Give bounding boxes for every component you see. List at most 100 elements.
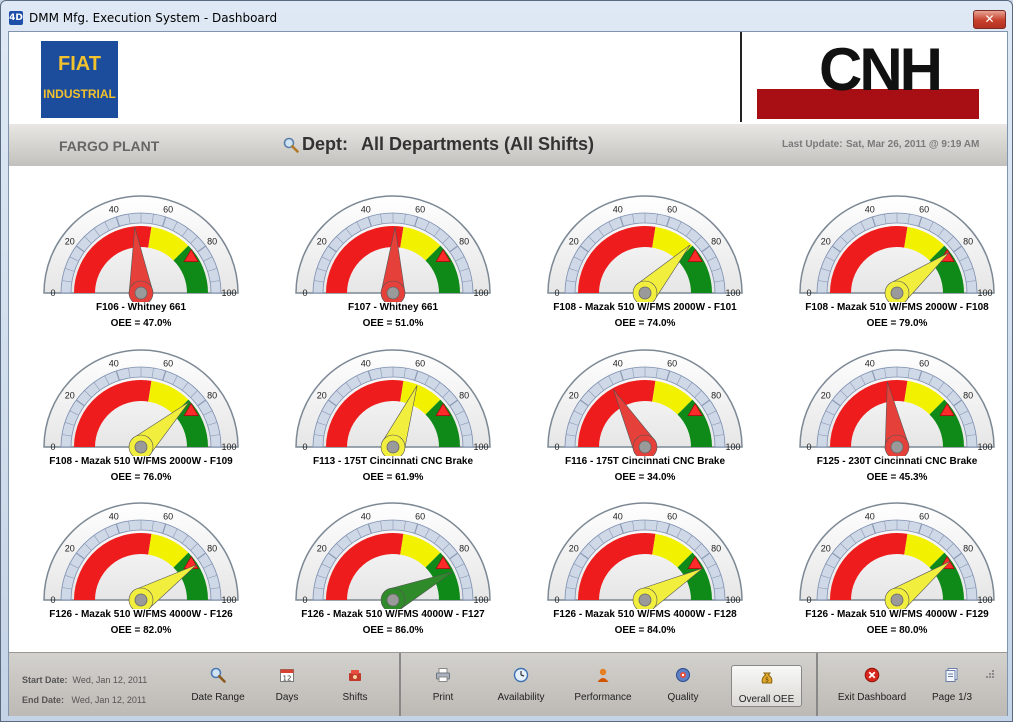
oee-gauge[interactable]: 0 20 40 60 80 100 F116 - 175T Cincinnati CNC B… bbox=[535, 344, 755, 494]
gauge-tick bbox=[203, 563, 213, 569]
gauge-tick bbox=[197, 399, 207, 407]
gauge-tick-label: 40 bbox=[865, 511, 875, 521]
gauge-tick bbox=[84, 390, 92, 398]
gauge-tick bbox=[61, 587, 72, 590]
needle-pin bbox=[638, 440, 652, 454]
gauge-tick-label: 20 bbox=[317, 236, 327, 246]
target-marker-icon bbox=[939, 402, 955, 416]
printer-icon bbox=[436, 668, 450, 682]
gauge-tick bbox=[928, 221, 934, 231]
gauge-machine-name: F106 - Whitney 661 bbox=[95, 302, 187, 313]
target-marker-icon bbox=[687, 555, 703, 569]
target-marker-icon bbox=[435, 248, 451, 262]
gauge-tick bbox=[61, 280, 72, 283]
gauge-tick-label: 60 bbox=[415, 204, 425, 214]
oee-gauge[interactable]: 0 20 40 60 80 100 F126 - Mazak 510 W/FMS 4000W… bbox=[787, 497, 1007, 647]
green-band bbox=[929, 552, 964, 600]
gauge-tick-label: 80 bbox=[459, 390, 469, 400]
red-band bbox=[326, 226, 404, 293]
gauge-tick-label: 20 bbox=[65, 543, 75, 553]
red-band bbox=[74, 533, 152, 600]
gauge-dial: 0 20 40 60 80 100 bbox=[295, 502, 491, 609]
oee-gauge[interactable]: 0 20 40 60 80 100 F108 - Mazak 510 W/FMS 2000W… bbox=[535, 190, 755, 340]
gauge-tick bbox=[455, 563, 465, 569]
green-band bbox=[929, 245, 964, 293]
title-bar[interactable]: 4D DMM Mfg. Execution System - Dashboard… bbox=[1, 1, 1012, 31]
oee-gauge[interactable]: 0 20 40 60 80 100 F126 - Mazak 510 W/FMS 4000W… bbox=[31, 497, 251, 647]
gauge-tick bbox=[694, 236, 702, 244]
red-band bbox=[578, 380, 656, 447]
shifts-icon bbox=[349, 670, 361, 681]
oee-gauge[interactable]: 0 20 40 60 80 100 F126 - Mazak 510 W/FMS 4000W… bbox=[535, 497, 755, 647]
gauge-tick bbox=[579, 399, 589, 407]
exit-dashboard-button[interactable]: Exit Dashboard bbox=[833, 667, 911, 709]
target-marker-icon bbox=[183, 402, 199, 416]
oee-gauge[interactable]: 0 20 40 60 80 100 F113 - 175T Cincinnati CNC B… bbox=[283, 344, 503, 494]
gauge-tick bbox=[860, 375, 866, 385]
resize-grip-icon[interactable] bbox=[985, 669, 995, 679]
oee-gauge[interactable]: 0 20 40 60 80 100 F106 - Whitney 661 OEE = 47.0… bbox=[31, 190, 251, 340]
gauge-tick bbox=[573, 563, 583, 569]
yellow-band bbox=[148, 533, 189, 568]
gauge-tick-label: 20 bbox=[569, 390, 579, 400]
gauge-tick bbox=[151, 213, 154, 224]
shifts-button[interactable]: Shifts bbox=[335, 667, 375, 709]
oee-gauge[interactable]: 0 20 40 60 80 100 F126 - Mazak 510 W/FMS 4000W… bbox=[283, 497, 503, 647]
gauge-tick bbox=[93, 228, 101, 237]
gauge-tick bbox=[963, 267, 974, 272]
target-marker-icon bbox=[435, 555, 451, 569]
gauge-tick bbox=[345, 228, 353, 237]
gauge-tick-label: 40 bbox=[109, 511, 119, 521]
quality-button[interactable]: Quality bbox=[661, 667, 705, 709]
oee-gauge[interactable]: 0 20 40 60 80 100 F108 - Mazak 510 W/FMS 2000W… bbox=[31, 344, 251, 494]
gauge-tick bbox=[608, 375, 614, 385]
gauge-tick bbox=[151, 520, 154, 531]
gauge-tick bbox=[820, 574, 831, 579]
magnifier-icon[interactable] bbox=[283, 137, 299, 153]
gauge-machine-name: F108 - Mazak 510 W/FMS 2000W - F101 bbox=[553, 302, 737, 313]
gauge-tick-label: 20 bbox=[569, 543, 579, 553]
oee-gauge[interactable]: 0 20 40 60 80 100 F125 - 230T Cincinnati CNC B… bbox=[787, 344, 1007, 494]
gauge-tick bbox=[181, 382, 189, 391]
gauge-tick bbox=[685, 228, 693, 237]
gauge-tick bbox=[820, 421, 831, 426]
gauge-tick-label: 80 bbox=[207, 236, 217, 246]
gauge-tick bbox=[327, 399, 337, 407]
gauge-tick bbox=[884, 520, 887, 531]
gauge-tick bbox=[685, 382, 693, 391]
gauge-tick bbox=[597, 228, 605, 237]
page-button[interactable]: Page 1/3 bbox=[927, 667, 977, 709]
gauge-tick bbox=[707, 410, 717, 416]
close-button[interactable]: ✕ bbox=[973, 10, 1006, 29]
oee-gauge[interactable]: 0 20 40 60 80 100 F107 - Whitney 661 OEE = 51.0… bbox=[283, 190, 503, 340]
dept-value[interactable]: All Departments (All Shifts) bbox=[361, 134, 595, 154]
oee-gauge[interactable]: 0 20 40 60 80 100 F108 - Mazak 510 W/FMS 2000W… bbox=[787, 190, 1007, 340]
gauge-tick bbox=[966, 280, 977, 283]
gauge-tick bbox=[75, 552, 85, 560]
gauge-tick bbox=[367, 370, 372, 381]
gauge-tick-label: 60 bbox=[667, 358, 677, 368]
print-button[interactable]: Print bbox=[425, 667, 461, 709]
gauge-dial: 0 20 40 60 80 100 bbox=[547, 349, 743, 456]
gauge-tick bbox=[849, 382, 857, 391]
gauge-tick bbox=[831, 399, 841, 407]
gauge-tick bbox=[966, 434, 977, 437]
gauge-tick-label: 0 bbox=[806, 442, 811, 452]
days-button[interactable]: 12 Days bbox=[267, 667, 307, 709]
gauge-tick bbox=[128, 520, 131, 531]
gauge-tick bbox=[707, 563, 717, 569]
gauge-tick bbox=[321, 563, 331, 569]
gauge-tick bbox=[162, 216, 167, 227]
gauge-tick bbox=[820, 267, 831, 272]
availability-button[interactable]: Availability bbox=[489, 667, 553, 709]
gauge-tick-label: 60 bbox=[919, 204, 929, 214]
gauge-tick-label: 60 bbox=[919, 511, 929, 521]
performance-button[interactable]: Performance bbox=[568, 667, 638, 709]
gauge-tick bbox=[336, 390, 344, 398]
days-label: Days bbox=[275, 692, 299, 703]
gauge-tick bbox=[433, 228, 441, 237]
target-marker-icon bbox=[687, 248, 703, 262]
date-range-button[interactable]: Date Range bbox=[185, 667, 251, 709]
overall-oee-button[interactable]: $ Overall OEE bbox=[731, 665, 802, 707]
